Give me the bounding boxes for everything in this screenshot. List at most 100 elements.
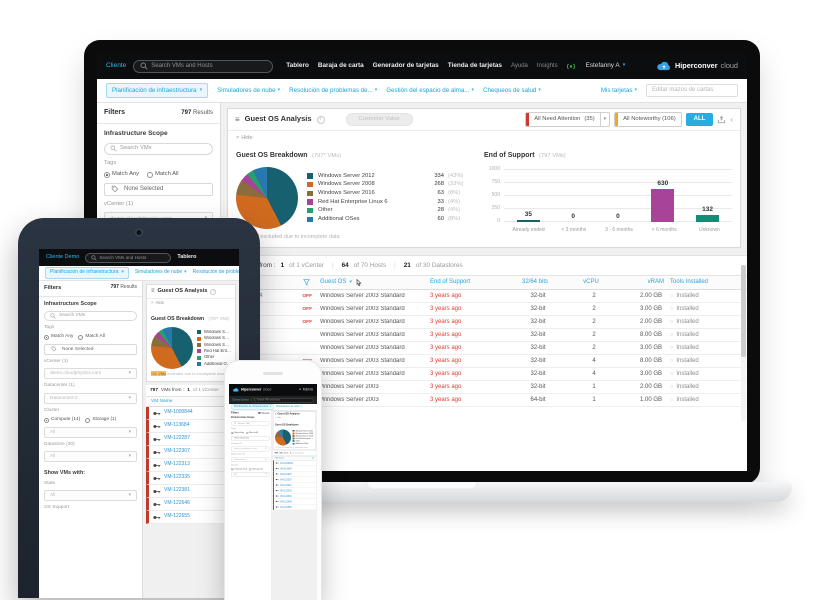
col-end-of-support[interactable]: End of Support (430, 279, 502, 286)
hide-toggle[interactable]: ×Hide (236, 135, 732, 141)
legend-item[interactable]: Windows Server 2012 334 (43%) (307, 173, 468, 180)
vm-name-link[interactable]: VM-1000844 (164, 410, 193, 416)
guest-os-pie-chart[interactable] (151, 327, 193, 369)
global-search-input[interactable]: Search VMs and Hosts (133, 60, 273, 73)
tab-health-checks[interactable]: Chequeos de salud▾ (483, 87, 541, 94)
scrollbar-thumb[interactable] (741, 265, 746, 357)
vm-name-link[interactable]: VM-1000844 (280, 462, 293, 465)
vcenter-select[interactable]: demo.cloudphysics.com▾ (44, 368, 137, 379)
info-icon[interactable]: i (210, 289, 216, 295)
datacenter-select[interactable]: Datacenter-2▾ (231, 457, 270, 462)
vm-list-item[interactable]: VM-122646 (146, 498, 236, 511)
vm-list-item[interactable]: VM-122335 OFF (146, 472, 236, 485)
hide-toggle[interactable]: ×Hide (275, 416, 314, 418)
sidebar-search-input[interactable]: Search VMs (104, 143, 213, 155)
col-vcpu[interactable]: vCPU (574, 279, 614, 286)
vm-list-item[interactable]: VM-122381 (146, 485, 236, 498)
menu-item-tablero[interactable]: Tablero (177, 254, 196, 260)
tab-troubleshooting[interactable]: Resolución de problemas de... (193, 270, 239, 276)
client-link[interactable]: Cliente Demo (46, 254, 79, 260)
drag-handle-icon[interactable]: ≡ (151, 288, 155, 295)
table-row[interactable]: VM-122307 Windows Server 2003 Standard 3… (221, 329, 747, 342)
cluster-select[interactable]: All▾ (44, 427, 137, 438)
edit-deck-input[interactable]: Editar mazos de cartas (646, 84, 738, 98)
chevron-down-icon[interactable]: ▾ (600, 113, 610, 126)
vm-name-link[interactable]: VM-122313 (280, 484, 292, 487)
legend-item[interactable]: Other (197, 355, 231, 360)
table-scrollbar[interactable] (741, 265, 746, 421)
vm-list-item[interactable]: VM-1000844 OFF (146, 407, 236, 420)
vm-list-item[interactable]: VM-113684 OFF (146, 420, 236, 433)
guest-os-pie-chart[interactable] (236, 167, 298, 229)
menu-item-insights[interactable]: Insights (537, 63, 558, 70)
bar-column[interactable]: 132 (685, 170, 730, 222)
table-row[interactable]: VM-113684OFF Windows Server 2003 Standar… (221, 303, 747, 316)
filter-funnel-icon[interactable] (303, 279, 310, 286)
vm-name-link[interactable]: VM-122381 (164, 488, 190, 494)
radio-match-any[interactable]: Match Any (104, 171, 139, 178)
col-tools[interactable]: Tools Installed (670, 279, 740, 286)
vm-name-link[interactable]: VM-122313 (164, 462, 190, 468)
bar-column[interactable]: 35 (506, 170, 551, 222)
tab-infra-planning[interactable]: Planificación de infraestructura▾ (45, 267, 129, 279)
vcenter-select[interactable]: demo.cloudphysics.com▾ (231, 447, 270, 452)
radio-match-all[interactable]: Match All (246, 432, 258, 434)
client-link[interactable]: Cliente Demo (232, 398, 249, 401)
vm-list-item[interactable]: VM-122655 (273, 505, 316, 511)
legend-item[interactable]: Red Hat Enterprise Linux 6 33 (4%) (307, 199, 468, 206)
col-vm-name[interactable]: VM Name (151, 399, 172, 405)
vm-name-link[interactable]: VM-122381 (280, 495, 292, 498)
legend-item[interactable]: Additional OSes 60 (8%) (307, 216, 468, 223)
radio-match-any[interactable]: Match Any (231, 432, 244, 434)
radio-storage[interactable]: Storage (1) (249, 468, 263, 470)
menu-item-tienda[interactable]: Tienda de tarjetas (448, 62, 502, 69)
datacenter-select[interactable]: Datacenter-2▾ (44, 393, 137, 404)
vm-name-link[interactable]: VM-122335 (280, 489, 292, 492)
radio-match-any[interactable]: Match Any (44, 334, 73, 340)
vm-name-link[interactable]: VM-122655 (164, 514, 190, 520)
tab-storage-management[interactable]: Gestión del espacio de alma...▾ (386, 87, 474, 94)
guest-os-pie-chart[interactable] (275, 429, 291, 445)
global-search-input[interactable]: Search VMs and Hosts (85, 253, 171, 263)
tab-infra-planning[interactable]: Planificación de infraestructura▾ (232, 404, 274, 410)
vm-name-link[interactable]: VM-113684 (280, 467, 291, 470)
vm-name-link[interactable]: VM-122307 (164, 449, 190, 455)
bar-column[interactable]: 0 (596, 170, 641, 222)
menu-item-tablero[interactable]: Tablero (286, 62, 309, 69)
drag-handle-icon[interactable]: ≡ (235, 115, 240, 124)
tag-selector[interactable]: None Selected (44, 344, 137, 355)
global-search-input[interactable]: Search VMs and Hosts (251, 398, 314, 403)
vm-name-link[interactable]: VM-113684 (164, 423, 189, 429)
filter-funnel-icon[interactable] (312, 457, 315, 460)
table-row[interactable]: VM-1000844OFF Windows Server 2003 Standa… (221, 290, 747, 303)
customer-value-button[interactable]: Customer Value (346, 113, 413, 127)
legend-item[interactable]: Windows Server 2008 (197, 336, 231, 341)
hamburger-menu-button[interactable]: ≡MENU (299, 388, 313, 392)
vm-list-item[interactable]: VM-122313 (146, 459, 236, 472)
bar-column[interactable]: 630 (640, 170, 685, 222)
col-guest-os[interactable]: Guest OS (320, 279, 346, 286)
tab-cloud-simulators[interactable]: Simuladores de nube▾ (276, 406, 302, 409)
legend-item[interactable]: Other 28 (4%) (307, 207, 468, 214)
vm-name-link[interactable]: VM-122287 (280, 473, 292, 476)
client-link[interactable]: Cliente (106, 62, 126, 69)
menu-item-ayuda[interactable]: Ayuda (511, 63, 528, 70)
radio-compute[interactable]: Compute (14) (231, 468, 247, 470)
tab-troubleshooting[interactable]: Resolución de problemas de...▾ (289, 87, 377, 94)
share-icon[interactable] (717, 115, 726, 124)
datastore-select[interactable]: All▾ (44, 451, 137, 462)
info-icon[interactable]: i (317, 116, 325, 124)
legend-item[interactable]: Windows Server 2008 268 (33%) (307, 181, 468, 188)
radio-match-all[interactable]: Match All (78, 334, 104, 340)
vm-name-link[interactable]: VM-122287 (164, 436, 190, 442)
vm-list-item[interactable]: VM-122307 (146, 446, 236, 459)
table-row[interactable]: VM-122313 Windows Server 2003 Standard 3… (221, 342, 747, 355)
radio-match-all[interactable]: Match All (147, 171, 179, 178)
vm-name-link[interactable]: VM-122646 (280, 500, 292, 503)
legend-item[interactable]: Windows Server 2016 (197, 343, 231, 348)
tab-infra-planning[interactable]: Planificación de infraestructura▾ (106, 83, 208, 97)
radio-storage[interactable]: Storage (1) (85, 417, 116, 423)
broadcast-icon[interactable] (565, 62, 577, 71)
vm-name-link[interactable]: VM-122646 (164, 501, 190, 507)
col-vm-name[interactable]: VM Name (275, 457, 284, 459)
